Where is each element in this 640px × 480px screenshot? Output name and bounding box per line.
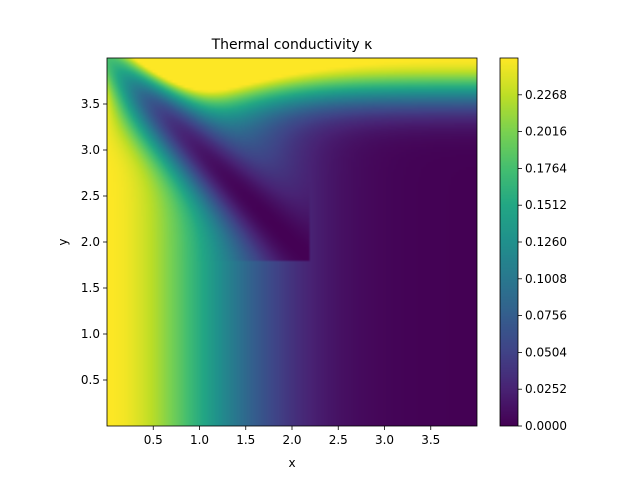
colorbar-tick-label: 0.0504 [525,345,567,359]
heatmap-image [107,58,477,426]
x-tick-label: 0.5 [144,433,163,447]
x-tick-label: 1.5 [236,433,255,447]
y-axis-label: y [56,238,70,245]
chart-title: Thermal conductivity κ [211,37,373,53]
colorbar: 0.0000 0.0252 0.0504 0.0756 0.1008 0.1260 0.15… [499,57,567,433]
x-axis-label: x [288,456,295,470]
colorbar-tick-label: 0.1512 [525,198,567,212]
y-tick-label: 1.5 [81,281,100,295]
x-tick-label: 1.0 [190,433,209,447]
y-tick-label: 2.0 [81,235,100,249]
x-axis-ticks: 0.5 1.0 1.5 2.0 2.5 3.0 3.5 [144,426,440,447]
y-tick-label: 3.5 [81,97,100,111]
colorbar-tick-label: 0.1764 [525,161,567,175]
colorbar-tick-label: 0.0756 [525,309,567,323]
colorbar-tick-label: 0.1008 [525,272,567,286]
colorbar-tick-label: 0.2268 [525,88,567,102]
x-tick-label: 3.5 [421,433,440,447]
y-tick-label: 2.5 [81,189,100,203]
y-tick-label: 3.0 [81,143,100,157]
x-tick-label: 3.0 [375,433,394,447]
heatmap-raster [107,58,477,426]
colorbar-gradient [500,58,518,426]
colorbar-tick-label: 0.0000 [525,419,567,433]
colorbar-ticks: 0.0000 0.0252 0.0504 0.0756 0.1008 0.1260 0.15… [518,88,567,433]
x-tick-label: 2.5 [329,433,348,447]
y-tick-label: 0.5 [81,373,100,387]
colorbar-tick-label: 0.2016 [525,125,567,139]
colorbar-tick-label: 0.1260 [525,235,567,249]
colorbar-tick-label: 0.0252 [525,382,567,396]
x-tick-label: 2.0 [282,433,301,447]
y-tick-label: 1.0 [81,327,100,341]
y-axis-ticks: 0.5 1.0 1.5 2.0 2.5 3.0 3.5 [81,97,107,387]
